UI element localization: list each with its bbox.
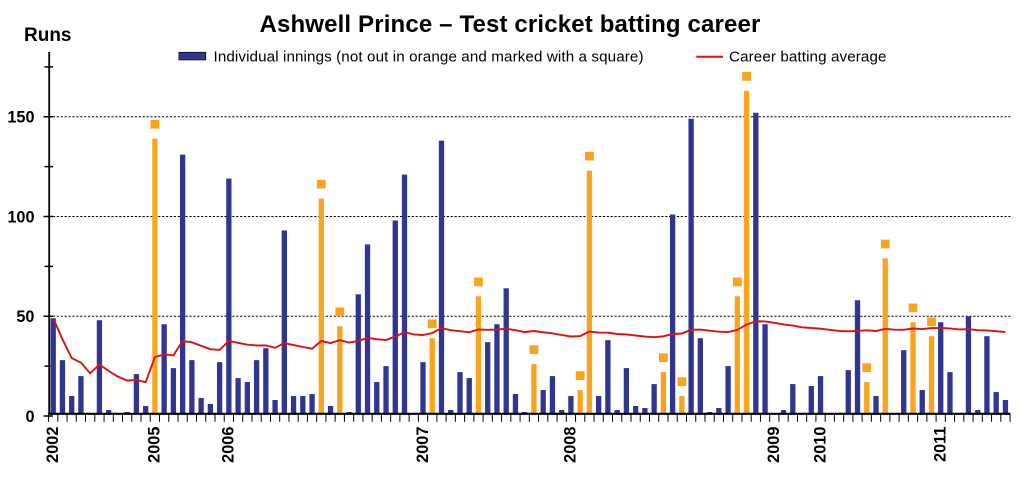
svg-text:2006: 2006 xyxy=(220,427,238,463)
svg-text:50: 50 xyxy=(16,308,34,326)
svg-text:Ashwell Prince – Test cricket: Ashwell Prince – Test cricket batting ca… xyxy=(259,11,760,38)
svg-text:Runs: Runs xyxy=(24,25,72,46)
svg-text:Career batting average: Career batting average xyxy=(729,48,887,65)
svg-text:150: 150 xyxy=(7,109,34,127)
svg-text:2008: 2008 xyxy=(562,427,580,463)
svg-text:2007: 2007 xyxy=(414,427,432,463)
svg-text:100: 100 xyxy=(7,208,34,226)
svg-text:2005: 2005 xyxy=(146,427,164,463)
svg-text:2002: 2002 xyxy=(44,427,62,463)
svg-text:Individual innings (not out in: Individual innings (not out in orange an… xyxy=(214,48,644,65)
svg-text:2011: 2011 xyxy=(932,427,950,462)
svg-text:0: 0 xyxy=(25,408,34,426)
svg-text:2010: 2010 xyxy=(811,427,829,463)
svg-text:2009: 2009 xyxy=(765,427,783,463)
